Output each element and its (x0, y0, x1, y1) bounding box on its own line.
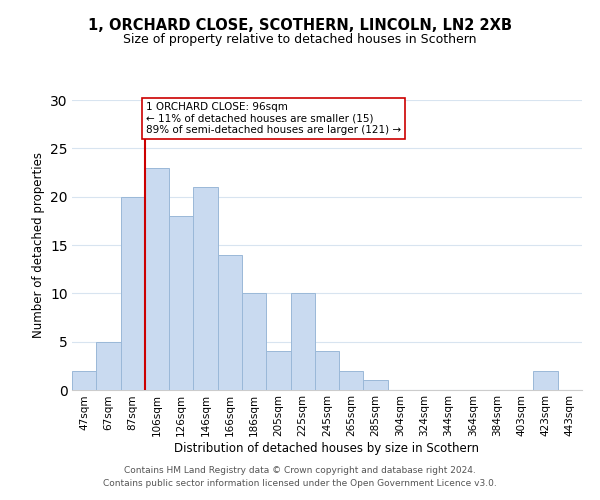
Text: Size of property relative to detached houses in Scothern: Size of property relative to detached ho… (123, 32, 477, 46)
Text: 1, ORCHARD CLOSE, SCOTHERN, LINCOLN, LN2 2XB: 1, ORCHARD CLOSE, SCOTHERN, LINCOLN, LN2… (88, 18, 512, 32)
Bar (169, 216, 193, 390)
Bar (533, 370, 558, 390)
Bar (315, 352, 339, 390)
Bar (218, 254, 242, 390)
X-axis label: Distribution of detached houses by size in Scothern: Distribution of detached houses by size … (175, 442, 479, 455)
Bar (121, 196, 145, 390)
Bar (193, 187, 218, 390)
Y-axis label: Number of detached properties: Number of detached properties (32, 152, 44, 338)
Bar (290, 294, 315, 390)
Bar (96, 342, 121, 390)
Bar (266, 352, 290, 390)
Bar (72, 370, 96, 390)
Bar (339, 370, 364, 390)
Bar (364, 380, 388, 390)
Bar (242, 294, 266, 390)
Text: Contains HM Land Registry data © Crown copyright and database right 2024.
Contai: Contains HM Land Registry data © Crown c… (103, 466, 497, 487)
Bar (145, 168, 169, 390)
Text: 1 ORCHARD CLOSE: 96sqm
← 11% of detached houses are smaller (15)
89% of semi-det: 1 ORCHARD CLOSE: 96sqm ← 11% of detached… (146, 102, 401, 135)
